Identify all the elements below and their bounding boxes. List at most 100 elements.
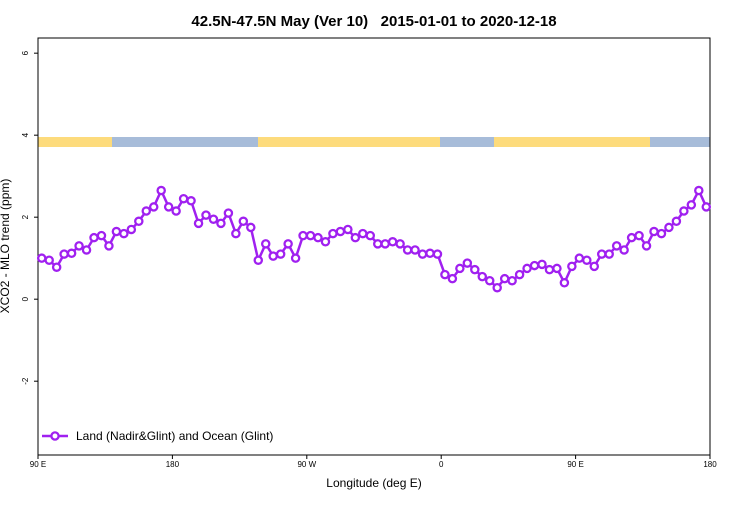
point <box>111 226 122 237</box>
point <box>290 253 301 263</box>
x-tick-label: 180 <box>703 460 717 469</box>
point <box>66 248 77 259</box>
point <box>671 216 682 227</box>
point <box>171 206 181 216</box>
point <box>492 282 502 293</box>
point <box>260 239 271 249</box>
point <box>507 275 517 286</box>
point <box>425 248 435 259</box>
point <box>365 230 376 241</box>
point <box>104 241 114 251</box>
point <box>335 226 346 237</box>
point <box>193 218 204 229</box>
point <box>126 224 137 235</box>
point <box>686 200 697 210</box>
point <box>656 228 667 239</box>
point <box>514 269 525 280</box>
point <box>343 224 353 235</box>
point <box>626 232 637 243</box>
point <box>238 216 249 227</box>
point <box>380 239 390 249</box>
point <box>216 218 226 229</box>
x-tick-label: 0 <box>439 460 444 469</box>
legend-label: Land (Nadir&Glint) and Ocean (Glint) <box>76 429 273 443</box>
point <box>402 245 413 255</box>
point <box>619 245 629 255</box>
point <box>358 228 368 239</box>
point <box>119 228 129 239</box>
x-axis-label: Longitude (deg E) <box>326 476 421 490</box>
point <box>641 241 652 251</box>
point <box>447 273 458 284</box>
point <box>372 239 383 249</box>
point <box>178 193 189 204</box>
point <box>186 196 196 206</box>
point <box>201 210 211 220</box>
y-tick-label: 0 <box>21 296 30 301</box>
point <box>679 206 689 216</box>
point <box>589 261 600 272</box>
point <box>596 249 607 259</box>
point <box>611 241 622 251</box>
point <box>559 278 570 288</box>
surface-strip <box>38 137 710 147</box>
point <box>89 232 99 243</box>
y-tick-label: 6 <box>21 50 30 55</box>
point <box>134 216 144 227</box>
point <box>604 249 614 259</box>
point <box>148 202 159 212</box>
point <box>96 230 107 241</box>
point <box>694 185 704 196</box>
point <box>477 271 488 282</box>
point <box>231 228 241 239</box>
point <box>567 261 577 272</box>
point <box>455 263 465 274</box>
x-tick-label: 90 E <box>567 460 583 469</box>
point <box>701 202 712 212</box>
point <box>552 263 562 274</box>
point <box>432 249 443 259</box>
point <box>268 251 278 261</box>
point <box>51 262 62 272</box>
point <box>350 232 361 243</box>
point <box>275 249 286 259</box>
y-tick-label: 4 <box>21 132 30 137</box>
point <box>387 237 398 247</box>
point <box>74 241 84 251</box>
point <box>634 230 644 241</box>
series-line <box>41 187 708 290</box>
point <box>320 237 331 247</box>
y-tick-label: 2 <box>21 214 30 219</box>
land-band <box>494 137 650 147</box>
point <box>208 214 219 224</box>
point <box>484 275 495 286</box>
point <box>395 239 405 249</box>
point <box>462 258 473 268</box>
point <box>574 253 585 263</box>
point <box>305 230 316 241</box>
point <box>163 202 174 212</box>
point <box>544 264 555 275</box>
point <box>328 228 338 239</box>
point <box>499 273 510 284</box>
ocean-band <box>112 137 258 147</box>
point <box>522 263 532 274</box>
point <box>44 255 54 265</box>
point <box>410 245 420 255</box>
land-band <box>38 137 112 147</box>
x-tick-label: 90 E <box>30 460 46 469</box>
point <box>298 230 308 241</box>
point <box>141 206 152 216</box>
point <box>81 245 92 255</box>
y-axis-label: XCO2 - MLO trend (ppm) <box>0 179 12 314</box>
chart-title: 42.5N-47.5N May (Ver 10) 2015-01-01 to 2… <box>191 13 556 30</box>
point <box>649 226 659 237</box>
point <box>582 255 592 265</box>
x-tick-label: 180 <box>166 460 180 469</box>
y-tick-label: -2 <box>21 377 30 385</box>
point <box>440 269 450 280</box>
ocean-band <box>440 137 494 147</box>
x-tick-label: 90 W <box>297 460 316 469</box>
point <box>246 222 256 233</box>
